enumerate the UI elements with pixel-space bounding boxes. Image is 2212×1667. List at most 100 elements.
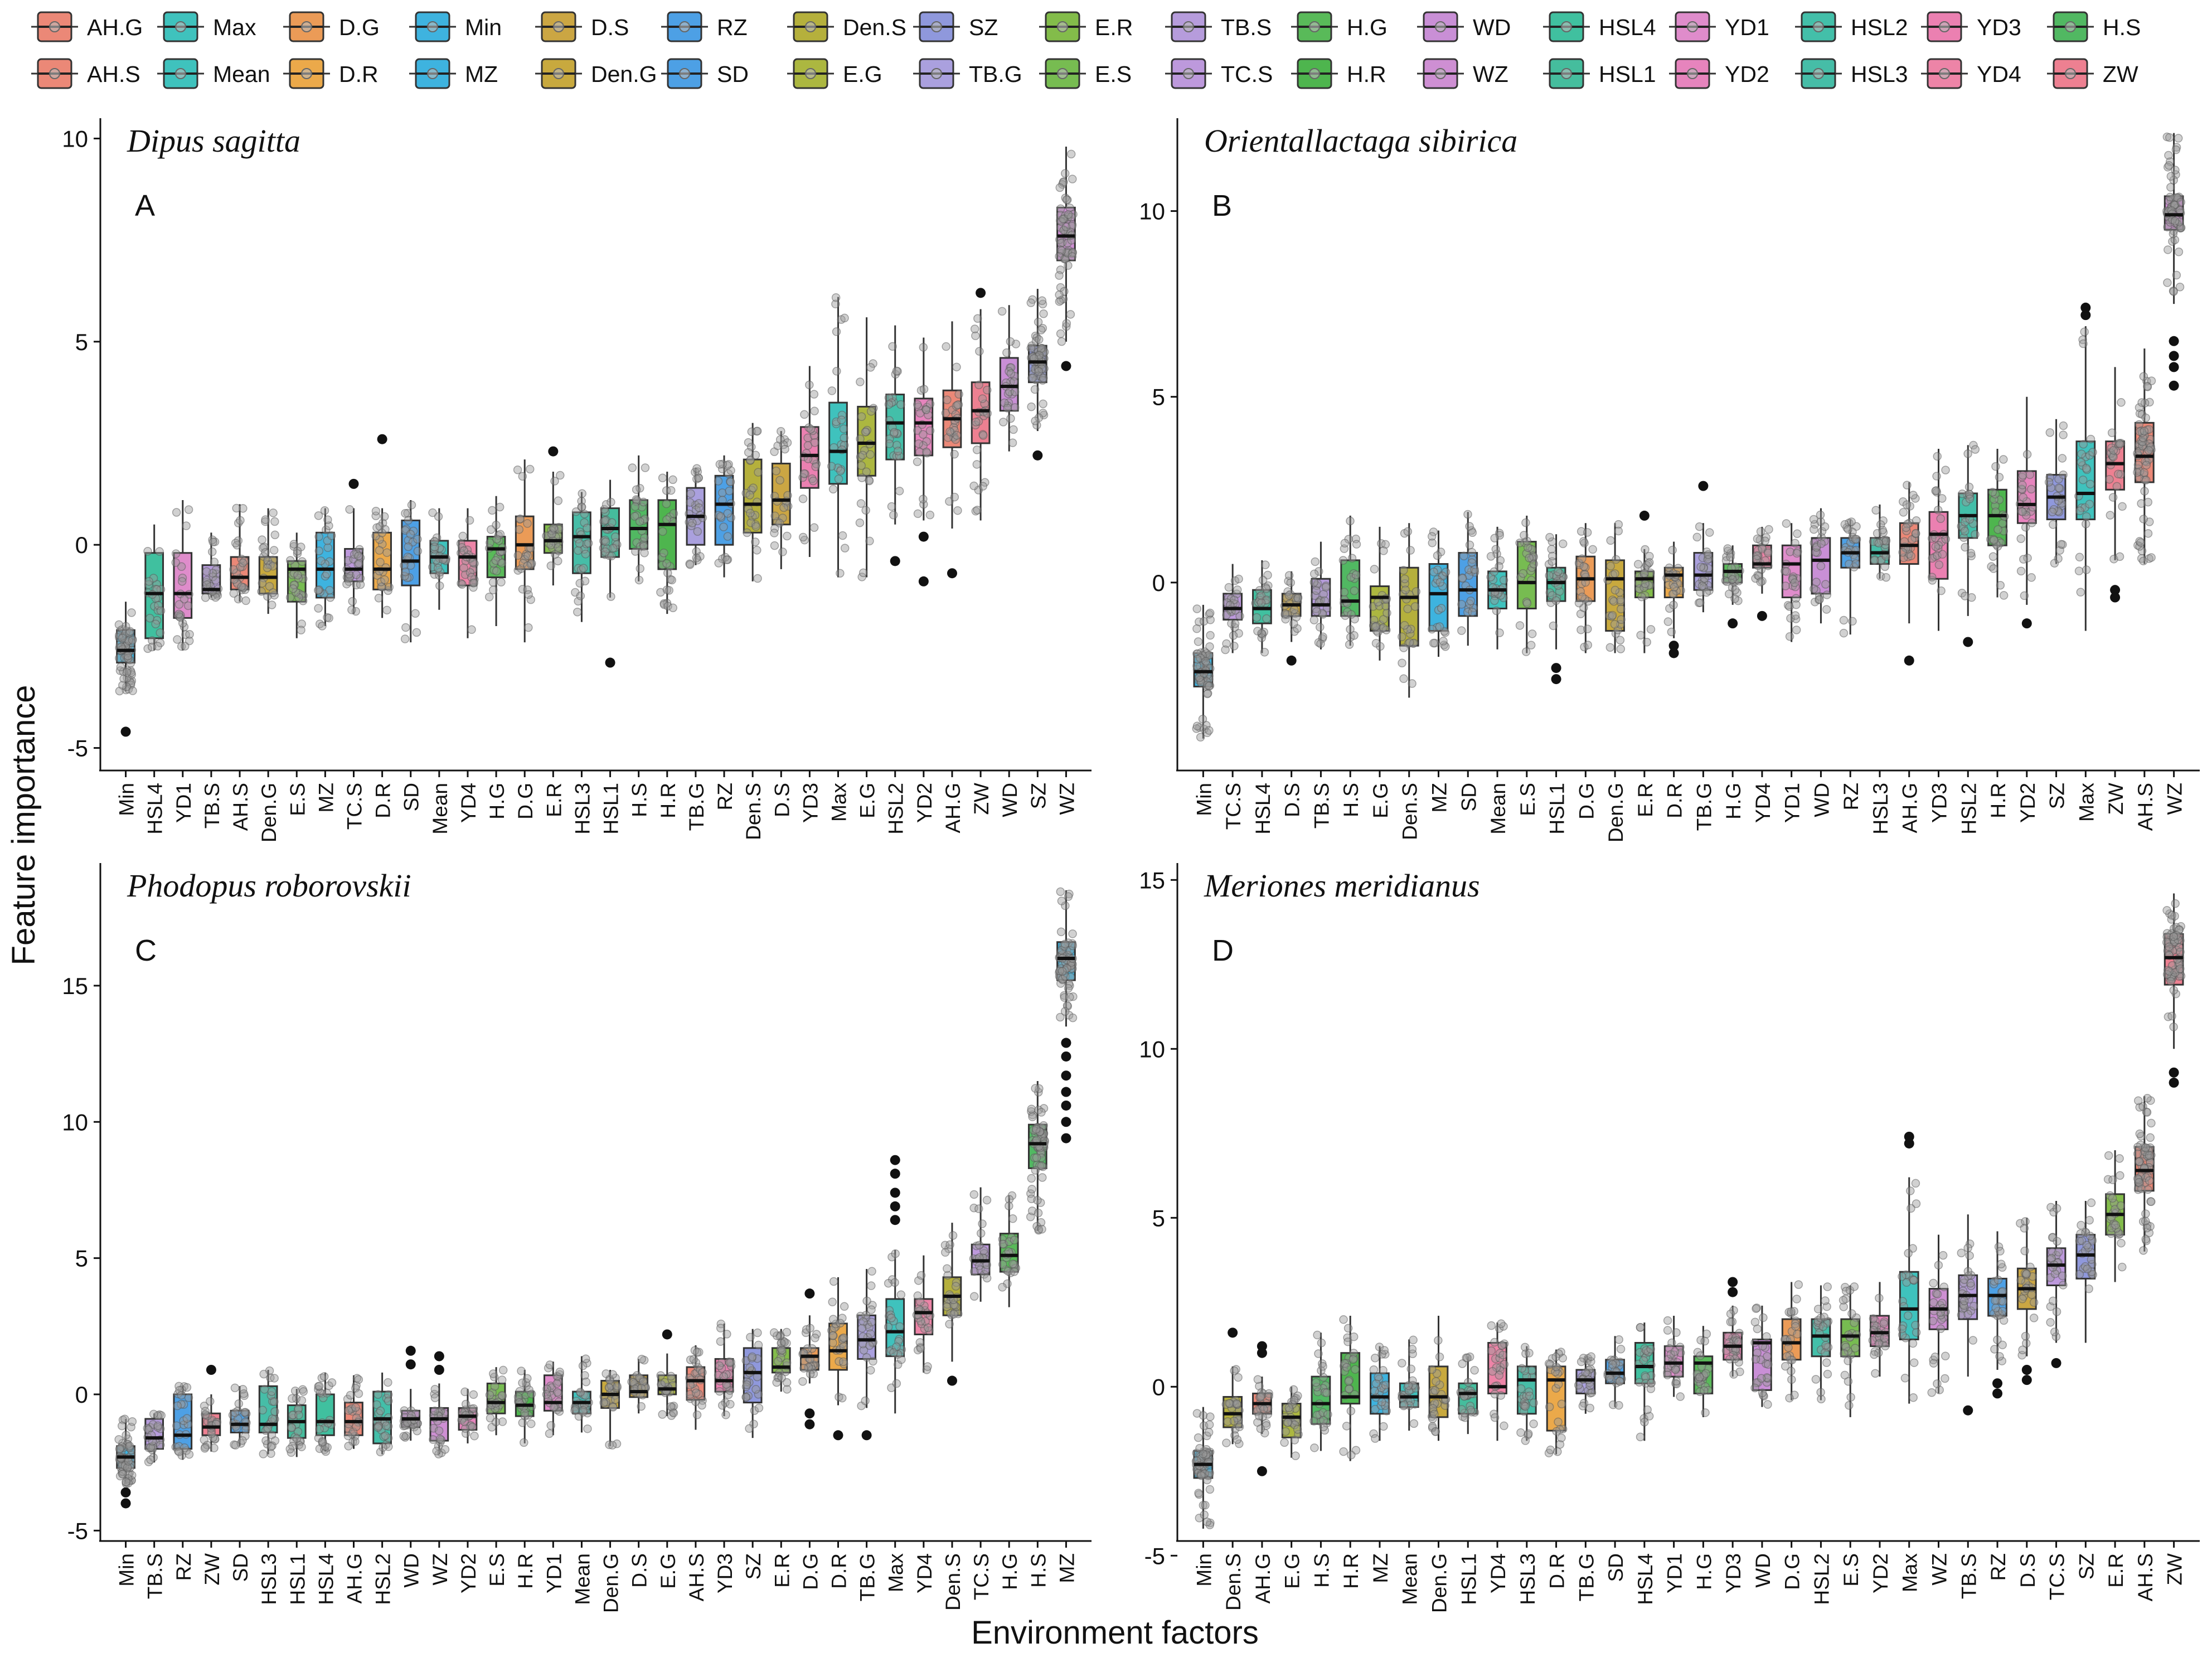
box-YD4: YD4 xyxy=(456,508,480,823)
data-point xyxy=(384,1378,392,1387)
data-point xyxy=(1903,481,1912,490)
outlier-point xyxy=(2169,336,2179,346)
data-point xyxy=(1039,309,1048,318)
data-point xyxy=(1529,1419,1538,1428)
data-point xyxy=(953,400,962,410)
data-point xyxy=(355,545,364,554)
data-point xyxy=(1262,614,1271,623)
data-point xyxy=(1902,500,1912,510)
box-H.G: H.G xyxy=(998,1191,1021,1590)
data-point xyxy=(1576,625,1585,634)
x-tick-label: HSL1 xyxy=(600,783,623,835)
data-point xyxy=(1782,1352,1792,1361)
data-point xyxy=(1256,1393,1265,1402)
data-point xyxy=(229,565,238,574)
data-point xyxy=(347,605,356,614)
data-point xyxy=(1257,598,1266,607)
data-point xyxy=(1763,548,1773,558)
data-point xyxy=(1488,1366,1497,1376)
box-HSL4: HSL4 xyxy=(1634,1322,1657,1605)
data-point xyxy=(719,522,728,531)
y-tick-label: -5 xyxy=(67,1518,88,1544)
data-point xyxy=(401,509,410,518)
legend-item: H.G xyxy=(1291,11,1388,42)
data-point xyxy=(1752,555,1761,564)
data-point xyxy=(1382,608,1391,618)
legend-label: TB.G xyxy=(969,61,1022,87)
data-point xyxy=(1941,1374,1949,1383)
data-point xyxy=(1911,1321,1920,1330)
data-point xyxy=(1192,604,1201,613)
data-point xyxy=(1558,539,1568,549)
data-point xyxy=(1937,586,1946,595)
data-point xyxy=(1823,1282,1832,1291)
data-point xyxy=(1283,1418,1293,1427)
box-Max: Max xyxy=(884,1155,908,1592)
data-point xyxy=(1031,1084,1040,1093)
data-point xyxy=(1821,1341,1830,1350)
data-point xyxy=(2172,270,2181,280)
data-point xyxy=(838,1357,848,1366)
data-point xyxy=(686,560,695,569)
data-point xyxy=(267,1387,276,1396)
data-point xyxy=(1039,374,1048,382)
x-tick-label: TB.S xyxy=(201,783,224,828)
outlier-point xyxy=(1668,641,1679,651)
data-point xyxy=(925,510,935,520)
data-point xyxy=(1284,571,1294,580)
data-point xyxy=(726,477,735,487)
data-point xyxy=(1840,1370,1850,1380)
data-point xyxy=(1486,552,1496,561)
data-point xyxy=(155,547,164,556)
data-point xyxy=(827,462,836,471)
data-point xyxy=(1939,1282,1949,1291)
data-point xyxy=(485,1390,494,1399)
data-point xyxy=(2085,500,2094,509)
data-point xyxy=(1822,590,1831,599)
data-point xyxy=(371,511,380,520)
data-point xyxy=(1347,1451,1356,1460)
data-point xyxy=(151,619,160,629)
data-point xyxy=(497,559,506,568)
data-point xyxy=(352,1422,361,1431)
data-point xyxy=(639,542,648,551)
data-point xyxy=(726,513,735,522)
data-point xyxy=(315,1382,324,1390)
data-point xyxy=(1961,592,1970,600)
x-tick-label: H.S xyxy=(628,783,651,817)
data-point xyxy=(325,585,334,595)
data-point xyxy=(486,538,494,547)
data-point xyxy=(513,466,522,474)
x-tick-label: YD2 xyxy=(457,1553,480,1593)
legend-item: HSL2 xyxy=(1795,11,1908,42)
data-point xyxy=(637,1355,646,1364)
data-point xyxy=(1646,1345,1655,1354)
data-point xyxy=(1583,528,1592,537)
box-HSL1: HSL1 xyxy=(1456,1352,1480,1605)
data-point xyxy=(1309,1417,1318,1426)
data-point xyxy=(122,668,132,677)
data-point xyxy=(861,428,870,437)
y-tick-label: 5 xyxy=(75,329,88,355)
outlier-point xyxy=(1728,618,1738,629)
box-E.S: E.S xyxy=(1515,515,1539,816)
data-point xyxy=(1234,574,1243,584)
data-point xyxy=(1759,1313,1768,1322)
data-point xyxy=(411,609,420,618)
data-point xyxy=(744,438,753,447)
data-point xyxy=(806,1324,814,1332)
data-point xyxy=(1927,573,1937,581)
data-point xyxy=(628,463,637,472)
data-point xyxy=(2174,248,2184,256)
data-point xyxy=(1991,462,2000,471)
x-tick-label: Den.G xyxy=(600,1553,623,1613)
data-point xyxy=(354,551,363,561)
data-point xyxy=(1264,1392,1273,1401)
data-point xyxy=(1062,319,1071,328)
data-point xyxy=(1878,526,1887,535)
data-point xyxy=(146,1455,155,1465)
data-point xyxy=(1912,1328,1921,1337)
data-point xyxy=(1642,637,1651,647)
data-point xyxy=(945,1320,954,1329)
box-Den.G: Den.G xyxy=(599,1369,623,1613)
